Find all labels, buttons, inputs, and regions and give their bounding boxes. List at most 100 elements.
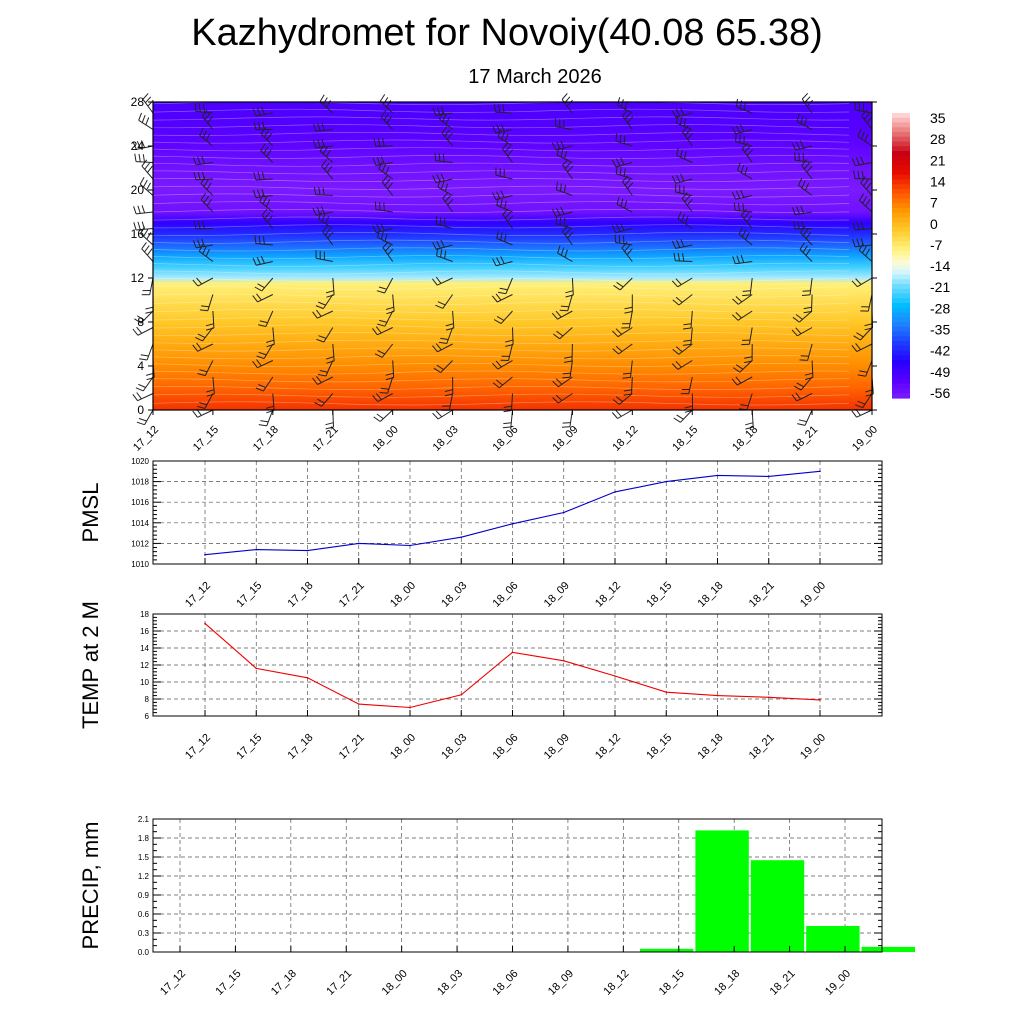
wind-barb-feather — [318, 187, 321, 196]
wind-barb-feather — [564, 249, 568, 258]
wind-barb-feather — [496, 257, 501, 265]
wind-barb-feather — [740, 254, 745, 263]
wind-barb-feather — [743, 102, 746, 111]
wind-barb-feather — [677, 253, 680, 262]
series-point — [255, 667, 258, 670]
wind-barb-feather — [441, 126, 448, 134]
wind-barb-feather — [801, 159, 808, 166]
wind-barb-feather — [620, 99, 624, 108]
series-point — [409, 544, 411, 547]
wind-barb-feather — [680, 107, 685, 116]
wind-barb — [856, 343, 873, 353]
contour-line — [152, 262, 850, 267]
wind-barb-feather — [198, 243, 204, 252]
series-point — [204, 622, 206, 625]
wind-barb-feather — [260, 420, 269, 423]
wind-barb-feather — [140, 354, 149, 357]
wind-barb-feather — [799, 225, 806, 233]
wind-barb-feather — [732, 256, 736, 264]
wind-barb-feather — [865, 182, 872, 190]
x-tick-label: 18_06 — [491, 424, 521, 454]
wind-barb-feather — [197, 333, 206, 339]
x-tick-label: 18_03 — [431, 424, 461, 454]
wind-barb-feather — [622, 376, 631, 379]
wind-barb-feather — [860, 238, 864, 247]
y-tick-label: 18 — [140, 610, 149, 619]
wind-barb-feather — [792, 316, 800, 323]
y-axis-label: PRECIP, mm — [78, 822, 103, 950]
wind-barb-feather — [497, 129, 502, 138]
wind-barb-feather — [567, 165, 574, 173]
wind-barb — [321, 393, 334, 407]
colorbar-swatch — [892, 303, 910, 309]
wind-barb-feather — [502, 104, 505, 113]
wind-barb — [146, 343, 154, 361]
wind-barb-feather — [561, 426, 570, 428]
wind-barb — [502, 214, 513, 229]
wind-barb — [448, 393, 454, 411]
wind-barb-feather — [312, 207, 317, 216]
wind-barb-feather — [562, 224, 569, 232]
wind-barb-feather — [805, 248, 811, 256]
wind-barb-feather — [316, 338, 325, 343]
wind-barb-feather — [444, 389, 453, 392]
wind-barb — [796, 393, 813, 402]
wind-barb-feather — [143, 229, 149, 237]
wind-barb — [384, 310, 394, 327]
wind-barb — [266, 409, 274, 427]
wind-barb-feather — [445, 323, 454, 327]
wind-barb-feather — [616, 281, 624, 288]
x-tick-label: 18_21 — [768, 968, 798, 998]
wind-barb-feather — [798, 177, 803, 186]
wind-barb-feather — [555, 215, 558, 224]
wind-barb — [392, 360, 395, 378]
wind-barb — [567, 294, 573, 311]
wind-barb — [855, 244, 873, 248]
x-tick-label: 17_12 — [158, 968, 188, 998]
x-tick-label: 17_18 — [286, 732, 316, 762]
wind-barb-feather — [199, 369, 208, 373]
wind-barb-feather — [555, 394, 563, 401]
wind-barb-feather — [138, 153, 141, 162]
wind-barb-feather — [432, 241, 437, 250]
wind-barb-feather — [801, 294, 811, 296]
series-point — [819, 699, 821, 701]
wind-barb-feather — [435, 215, 438, 225]
colorbar-swatch — [892, 265, 910, 271]
colorbar-swatch — [892, 113, 910, 119]
wind-barb-feather — [857, 400, 866, 405]
x-tick-label: 17_18 — [286, 580, 316, 610]
wind-barb — [811, 294, 813, 312]
x-tick-label: 18_09 — [546, 968, 576, 998]
y-tick-label: 0 — [137, 403, 144, 417]
wind-barb-feather — [731, 126, 737, 135]
wind-barb-feather — [683, 327, 692, 330]
wind-barb — [495, 195, 513, 201]
wind-barb-feather — [624, 244, 631, 252]
wind-barb — [798, 310, 813, 323]
wind-barb-feather — [319, 94, 325, 102]
wind-barb-feather — [440, 239, 445, 248]
wind-barb — [559, 327, 573, 340]
wind-barb-feather — [202, 220, 205, 229]
wind-barb-feather — [197, 220, 201, 229]
wind-barb-feather — [372, 328, 378, 336]
wind-barb — [688, 376, 693, 394]
wind-barb-feather — [203, 104, 205, 113]
wind-barb-feather — [386, 116, 392, 124]
wind-barb-feather — [556, 147, 560, 156]
contour-line — [152, 147, 850, 152]
wind-barb — [137, 327, 154, 336]
wind-barb-feather — [624, 311, 633, 314]
wind-barb-feather — [380, 231, 384, 240]
contour-line — [152, 293, 850, 298]
wind-barb-feather — [383, 113, 390, 121]
wind-barb-feather — [564, 150, 568, 159]
contour-line — [152, 185, 850, 190]
wind-barb — [496, 205, 513, 213]
wind-barb-feather — [266, 133, 273, 141]
wind-barb-feather — [375, 393, 382, 400]
wind-barb-feather — [612, 348, 619, 355]
wind-barb-feather — [746, 215, 753, 223]
wind-barb — [257, 360, 274, 369]
